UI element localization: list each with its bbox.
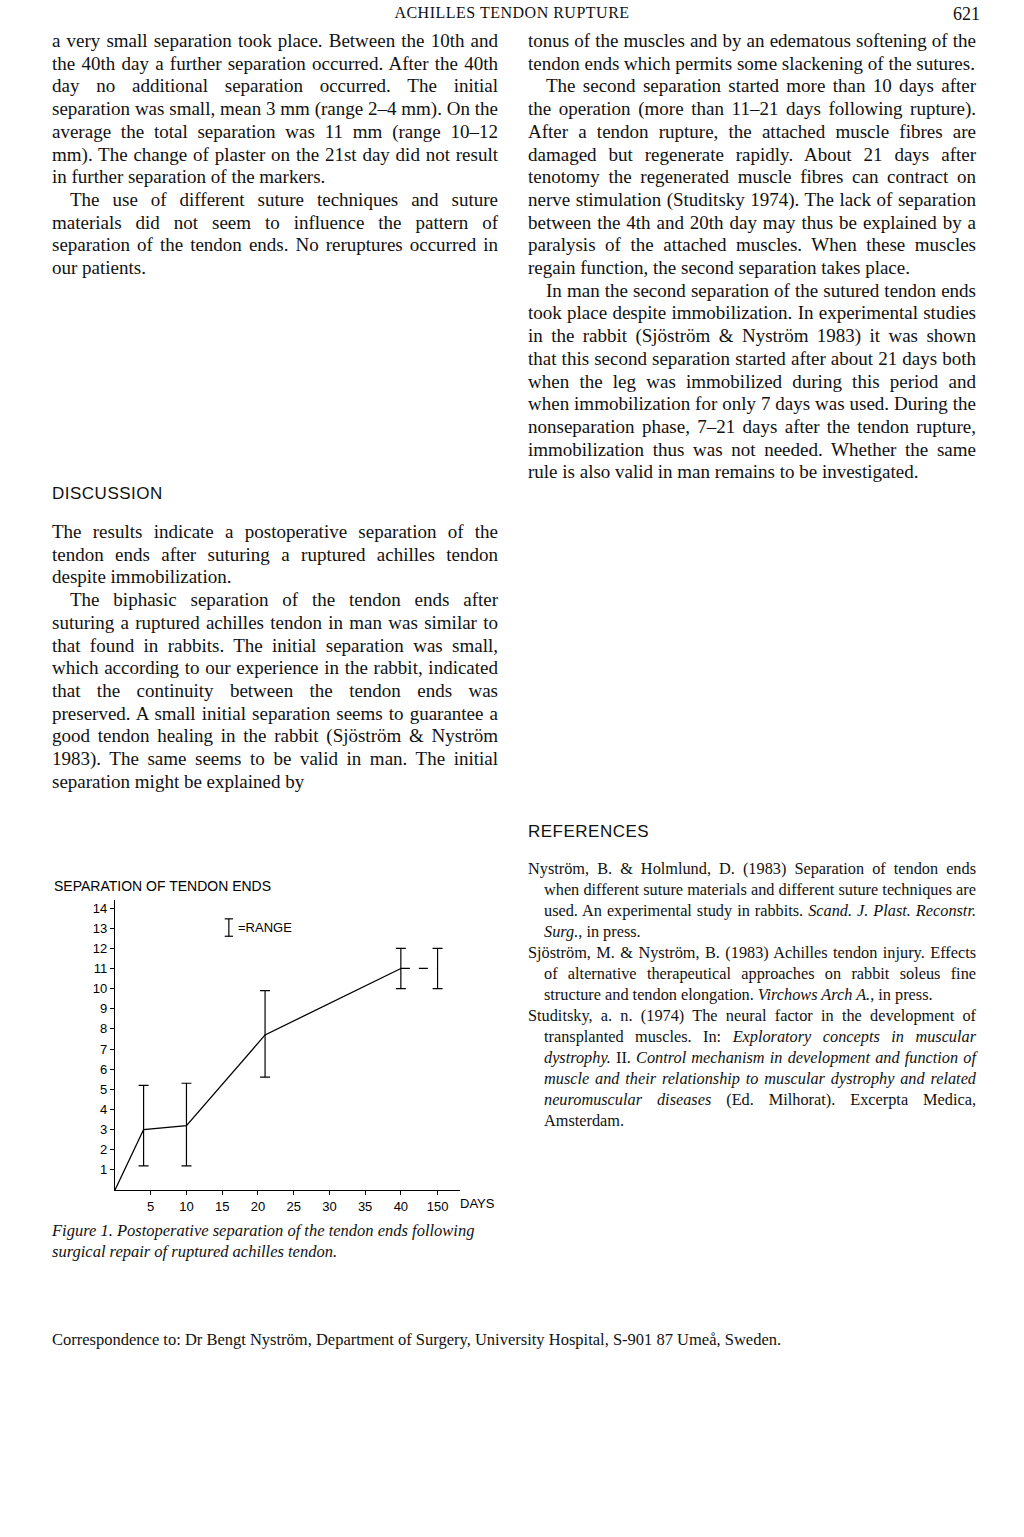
svg-text:150: 150 [427,1199,449,1214]
svg-text:10: 10 [93,981,107,996]
html-text:REFERENCES: REFERENCES [528,822,650,841]
svg-text:35: 35 [358,1199,372,1214]
html-text:Correspondence to: Dr Bengt Ny: Correspondence to: Dr Bengt Nyström, Dep… [52,1330,782,1349]
html-text:Studitsky, a. n. (1974) The ne: Studitsky, a. n. (1974) The neural facto… [528,1006,976,1130]
svg-text:25: 25 [286,1199,300,1214]
svg-text:5: 5 [100,1082,107,1097]
html-text:Nyström, B. & Holmlund, D. (19: Nyström, B. & Holmlund, D. (1983) Separa… [528,859,976,941]
svg-text:14: 14 [93,901,107,916]
svg-text:11: 11 [94,961,108,976]
html-text:The biphasic separation of the: The biphasic separation of the tendon en… [52,589,498,792]
html-text:DISCUSSION: DISCUSSION [52,484,163,503]
svg-text:9: 9 [100,1001,107,1016]
html-text:621: 621 [953,4,980,24]
html-text:Sjöström, M. & Nyström, B. (19: Sjöström, M. & Nyström, B. (1983) Achill… [528,943,976,1004]
svg-text:6: 6 [100,1062,107,1077]
svg-text:15: 15 [215,1199,229,1214]
svg-text:40: 40 [394,1199,408,1214]
svg-text:3: 3 [100,1122,107,1137]
svg-text:12: 12 [93,941,107,956]
svg-text:DAYS: DAYS [460,1196,495,1211]
html-text:tonus of the muscles and by an: tonus of the muscles and by an edematous… [528,30,976,74]
svg-text:8: 8 [100,1021,107,1036]
svg-text:13: 13 [93,921,107,936]
html-text:ACHILLES TENDON RUPTURE: ACHILLES TENDON RUPTURE [394,4,630,21]
svg-text:7: 7 [100,1042,107,1057]
svg-text:4: 4 [100,1102,107,1117]
html-text:The results indicate a postope: The results indicate a postoperative sep… [52,521,498,588]
svg-text:1: 1 [100,1162,107,1177]
html-text:In man the second separation o: In man the second separation of the sutu… [528,279,976,483]
svg-text:5: 5 [147,1199,154,1214]
svg-text:=RANGE: =RANGE [238,920,292,935]
html-text:Figure 1. Postoperative separa: Figure 1. Postoperative separation of th… [52,1221,475,1261]
html-text:The second separation started: The second separation started more than … [528,75,976,278]
svg-text:20: 20 [251,1199,265,1214]
html-text:a very small separation took p: a very small separation took place. Betw… [52,30,498,188]
svg-text:SEPARATION OF TENDON ENDS: SEPARATION OF TENDON ENDS [54,878,271,894]
html-text:The use of different suture te: The use of different suture techniques a… [52,188,498,278]
svg-text:10: 10 [179,1199,193,1214]
svg-text:30: 30 [322,1199,336,1214]
svg-text:2: 2 [100,1142,107,1157]
